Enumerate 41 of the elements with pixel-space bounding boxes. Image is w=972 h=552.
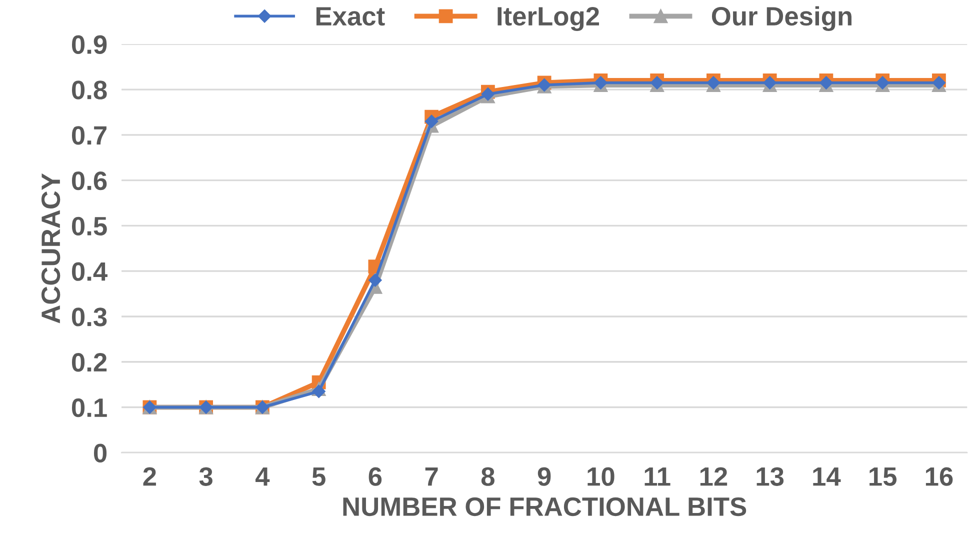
y-axis-title: ACCURACY bbox=[41, 173, 60, 324]
x-tick-label: 8 bbox=[481, 467, 494, 486]
x-tick-label: 12 bbox=[700, 467, 728, 486]
point bbox=[820, 76, 833, 90]
point bbox=[312, 384, 326, 398]
y-tick-label: 0.7 bbox=[72, 126, 106, 145]
point bbox=[368, 274, 382, 287]
y-tick-label: 0.9 bbox=[72, 35, 107, 54]
y-tick-label: 0.3 bbox=[72, 308, 107, 326]
x-tick-label: 6 bbox=[368, 467, 382, 486]
point bbox=[481, 88, 495, 101]
legend-label: Our Design bbox=[712, 6, 852, 31]
point bbox=[594, 76, 608, 90]
x-tick-label: 16 bbox=[926, 467, 953, 486]
point bbox=[932, 76, 946, 90]
x-tick-label: 3 bbox=[199, 467, 212, 486]
x-tick-label: 13 bbox=[756, 467, 784, 486]
x-tick-label: 7 bbox=[425, 468, 438, 486]
point bbox=[650, 76, 664, 90]
legend-label: IterLog2 bbox=[498, 6, 599, 31]
y-tick-label: 0.5 bbox=[72, 216, 107, 236]
x-tick-label: 2 bbox=[143, 467, 156, 486]
x-tick-label: 5 bbox=[312, 468, 326, 486]
point bbox=[876, 76, 890, 90]
x-tick-label: 9 bbox=[538, 467, 551, 486]
x-tick-label: 11 bbox=[644, 468, 670, 486]
x-tick-label: 14 bbox=[813, 468, 841, 486]
point bbox=[424, 114, 438, 128]
y-tick-label: 0 bbox=[94, 444, 107, 462]
y-tick-label: 0.1 bbox=[72, 398, 107, 418]
x-tick-label: 15 bbox=[870, 468, 897, 486]
point bbox=[763, 76, 776, 90]
y-tick-label: 0.4 bbox=[72, 262, 108, 281]
x-tick-label: 10 bbox=[588, 467, 614, 486]
y-tick-label: 0.8 bbox=[72, 80, 107, 100]
y-tick-label: 0.6 bbox=[72, 171, 107, 190]
legend-label: Exact bbox=[316, 7, 385, 26]
point bbox=[706, 76, 720, 90]
x-tick-label: 4 bbox=[256, 468, 270, 486]
y-tick-label: 0.2 bbox=[72, 353, 107, 372]
x-axis-title: NUMBER OF FRACTIONAL BITS bbox=[343, 497, 746, 516]
